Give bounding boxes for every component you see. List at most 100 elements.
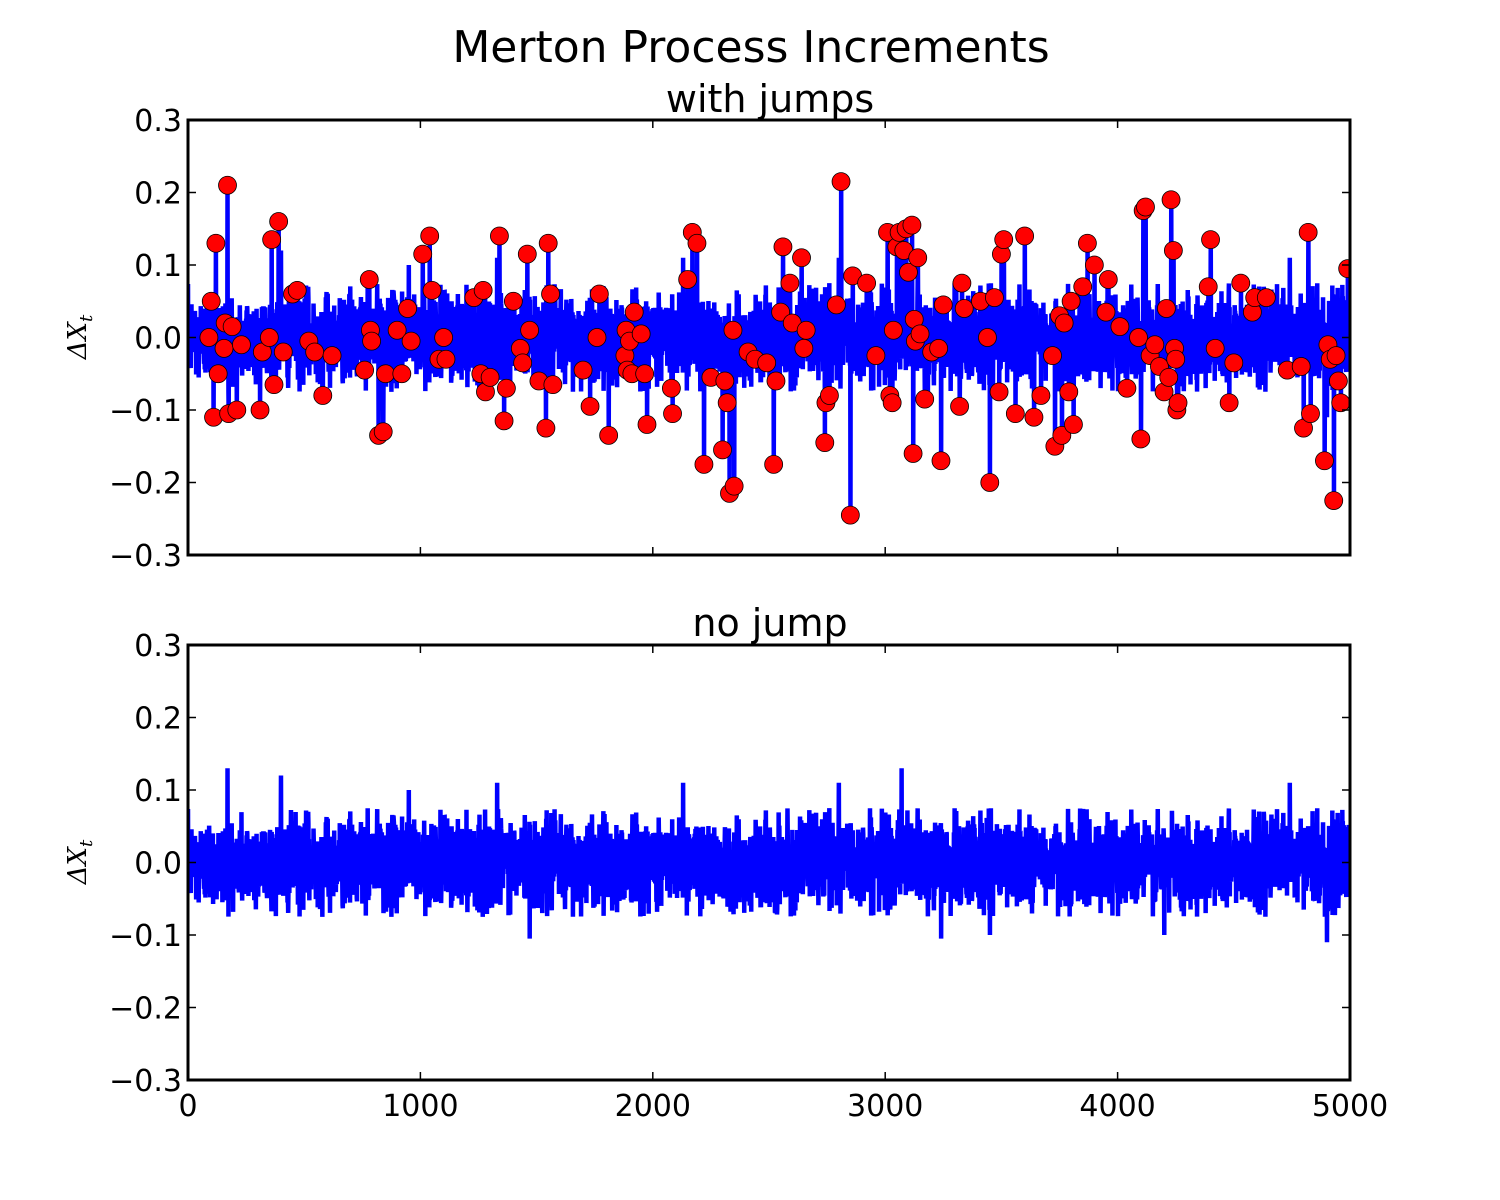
jump-marker [899, 262, 918, 282]
jump-marker [857, 273, 877, 293]
jump-marker [792, 248, 811, 268]
jump-marker [322, 346, 342, 366]
jump-marker [717, 393, 737, 413]
jump-marker [883, 320, 903, 340]
jump-marker [1168, 393, 1188, 413]
jump-marker [1328, 371, 1348, 391]
jump-marker [1031, 386, 1051, 405]
jump-marker [1163, 241, 1183, 260]
jump-marker [1077, 233, 1097, 253]
jump-marker [827, 295, 846, 315]
jump-marker [587, 328, 607, 347]
jump-marker [815, 433, 835, 453]
jump-marker [520, 320, 540, 340]
jump-marker [362, 331, 382, 351]
jump-marker [206, 233, 226, 253]
jump-marker [989, 382, 1009, 402]
jump-marker [1201, 230, 1220, 250]
jump-marker [903, 444, 923, 463]
chart-title: no jump [692, 601, 847, 645]
jump-marker [227, 400, 247, 420]
jump-marker [978, 328, 997, 347]
jump-marker [1052, 425, 1072, 445]
series-line [188, 768, 1350, 943]
jump-marker [950, 396, 969, 416]
y-tick-label: −0.3 [109, 539, 182, 574]
jump-marker [1096, 302, 1116, 322]
jump-marker [910, 324, 930, 344]
jump-marker [1098, 270, 1118, 289]
jump-marker [724, 476, 744, 496]
jump-marker [496, 378, 516, 398]
jump-marker [1198, 277, 1218, 297]
jump-marker [931, 451, 951, 471]
jump-marker [541, 284, 560, 304]
jump-marker [1256, 288, 1276, 308]
jump-marker [287, 280, 307, 300]
jump-marker [637, 415, 657, 434]
jump-marker [413, 244, 433, 264]
jump-marker [1161, 190, 1181, 210]
jump-marker [902, 215, 922, 235]
chart-title: with jumps [666, 77, 874, 121]
jump-marker [771, 302, 791, 322]
jump-marker [1073, 277, 1093, 297]
jump-marker [269, 212, 289, 231]
jump-marker [1059, 382, 1079, 402]
jump-marker [715, 371, 735, 391]
jump-marker [434, 328, 454, 347]
jump-marker [635, 364, 655, 384]
jump-marker [589, 284, 609, 304]
jump-marker [490, 226, 509, 246]
x-tick-label: 1000 [382, 1089, 458, 1124]
jump-marker [264, 375, 284, 395]
jump-marker [1326, 346, 1346, 366]
x-tick-label: 4000 [1079, 1089, 1155, 1124]
jump-marker [422, 280, 442, 300]
jump-marker [398, 299, 418, 318]
jump-marker [980, 473, 1000, 492]
jump-marker [631, 324, 651, 344]
jump-marker [687, 233, 707, 253]
jump-marker [773, 237, 793, 257]
ticks: −0.3 −0.2 −0.1 0.0 0.1 0.2 0.3 0 1000 2000 3000 400… [109, 629, 1388, 1124]
y-tick-label: −0.2 [109, 467, 182, 502]
jump-marker [513, 353, 533, 373]
jump-marker [985, 288, 1004, 308]
y-tick-label: 0.0 [134, 322, 182, 357]
jump-marker [543, 375, 563, 395]
jump-marker [757, 353, 777, 373]
jump-marker [1043, 346, 1062, 366]
y-tick-label: 0.3 [134, 629, 182, 664]
jump-marker [262, 230, 282, 250]
y-tick-label: −0.3 [109, 1064, 182, 1099]
jump-marker [473, 280, 493, 300]
jump-marker [713, 440, 732, 460]
jump-marker [313, 386, 333, 405]
jump-marker [954, 299, 974, 318]
jump-marker [599, 425, 619, 445]
jump-marker [536, 418, 556, 438]
jump-marker [794, 338, 814, 358]
jump-marker [218, 175, 237, 195]
jump-marker [517, 244, 537, 264]
jump-marker [376, 364, 395, 384]
jump-marker [250, 400, 270, 420]
jump-marker [1005, 404, 1025, 424]
jump-marker [1015, 226, 1035, 246]
y-tick-label: 0.1 [134, 774, 182, 809]
x-tick-label: 3000 [847, 1089, 923, 1124]
jump-marker [1315, 451, 1334, 471]
jump-marker [840, 505, 860, 525]
x-tick-label: 2000 [615, 1089, 691, 1124]
jump-marker [1298, 222, 1318, 242]
jump-marker [933, 295, 953, 315]
jump-marker [831, 172, 851, 192]
x-tick-label: 5000 [1312, 1089, 1388, 1124]
jump-marker [723, 320, 743, 340]
ticks: −0.3 −0.2 −0.1 0.0 0.1 0.2 0.3 [109, 104, 1351, 574]
jump-marker [866, 346, 886, 366]
jump-marker [420, 226, 440, 246]
jump-marker [1110, 317, 1130, 337]
jump-marker [952, 273, 972, 293]
